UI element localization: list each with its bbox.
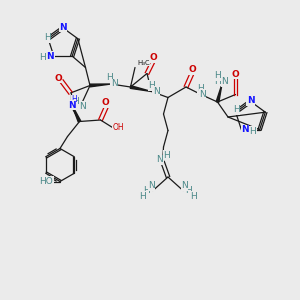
Text: H: H bbox=[214, 71, 221, 80]
Text: N: N bbox=[79, 102, 86, 111]
Text: H: H bbox=[144, 186, 150, 195]
Text: H: H bbox=[186, 186, 192, 195]
Text: N: N bbox=[247, 96, 254, 105]
Text: H: H bbox=[214, 76, 221, 85]
Text: H: H bbox=[71, 95, 77, 104]
Text: HO: HO bbox=[40, 177, 53, 186]
Text: H: H bbox=[39, 53, 46, 62]
Text: H: H bbox=[106, 74, 113, 82]
Text: N: N bbox=[46, 52, 54, 61]
Text: N: N bbox=[199, 90, 206, 99]
Text: H: H bbox=[139, 192, 146, 201]
Polygon shape bbox=[216, 84, 222, 102]
Text: N: N bbox=[153, 87, 159, 96]
Text: N: N bbox=[68, 100, 76, 109]
Text: H: H bbox=[233, 105, 240, 114]
Text: H: H bbox=[163, 151, 170, 160]
Text: H: H bbox=[249, 127, 256, 136]
Text: O: O bbox=[54, 74, 62, 82]
Text: N: N bbox=[148, 182, 155, 190]
Text: N: N bbox=[222, 77, 228, 86]
Text: O: O bbox=[232, 70, 239, 79]
Text: OH: OH bbox=[113, 123, 124, 132]
Text: N: N bbox=[241, 125, 249, 134]
Text: N: N bbox=[111, 80, 117, 88]
Text: O: O bbox=[149, 53, 157, 62]
Text: O: O bbox=[101, 98, 109, 107]
Text: N: N bbox=[181, 182, 188, 190]
Text: H: H bbox=[72, 98, 79, 106]
Polygon shape bbox=[72, 105, 81, 122]
Text: N: N bbox=[156, 155, 163, 164]
Polygon shape bbox=[130, 86, 152, 92]
Text: H: H bbox=[198, 84, 204, 93]
Text: H₃C: H₃C bbox=[137, 60, 150, 66]
Text: H: H bbox=[148, 81, 155, 90]
Text: H: H bbox=[44, 33, 51, 42]
Polygon shape bbox=[90, 84, 111, 87]
Text: O: O bbox=[188, 65, 196, 74]
Text: H: H bbox=[190, 192, 197, 201]
Text: N: N bbox=[59, 22, 67, 32]
